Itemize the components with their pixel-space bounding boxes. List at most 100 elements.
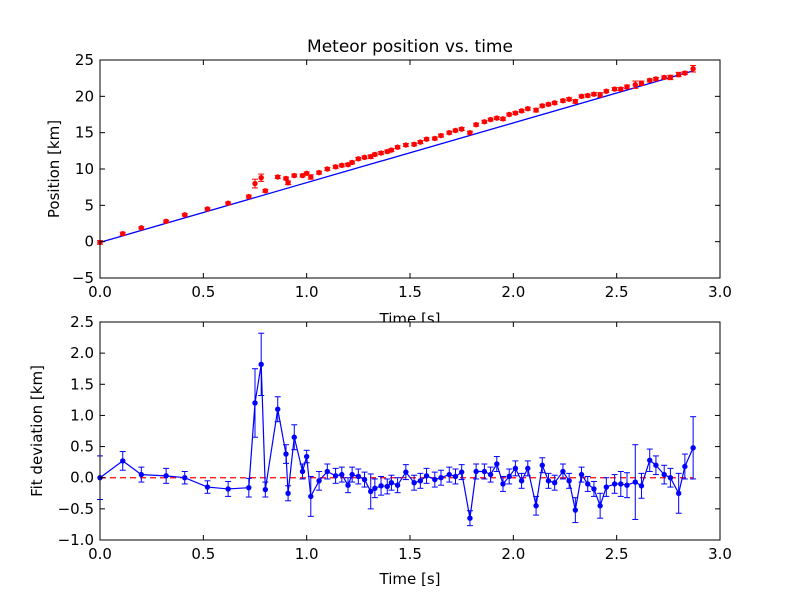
deviation-ticks: 0.0 0.5 1.0 1.5 2.0 2.5 3.0 −1.0 −0.5 0.0 0.5 1.0 1.…: [58, 313, 732, 563]
position-point: [324, 166, 331, 172]
deviation-point: [566, 478, 572, 484]
position-point: [539, 103, 545, 109]
position-point: [591, 91, 597, 97]
position-point: [675, 71, 682, 78]
deviation-point: [481, 468, 488, 475]
position-point: [423, 136, 430, 142]
position-point: [394, 144, 401, 150]
deviation-point: [438, 475, 444, 481]
position-y-tick-label: 25: [75, 51, 94, 69]
deviation-point: [647, 457, 653, 463]
position-y-axis-label: Position [km]: [45, 120, 63, 218]
deviation-point: [303, 453, 310, 460]
position-x-tick-label: 1.5: [398, 283, 422, 301]
position-point: [138, 225, 145, 231]
position-x-tick-label: 0.5: [191, 283, 215, 301]
position-y-tick-label: 5: [84, 196, 94, 214]
position-point: [566, 96, 572, 102]
deviation-point: [384, 483, 390, 490]
position-x-tick-label: 1.0: [295, 283, 319, 301]
position-point: [345, 161, 351, 168]
deviation-point: [667, 475, 674, 481]
deviation-point: [458, 469, 465, 475]
deviation-x-tick-label: 1.5: [398, 545, 422, 563]
position-plot-area: [100, 60, 720, 278]
position-point: [512, 110, 519, 116]
deviation-x-tick-label: 1.0: [295, 545, 319, 563]
deviation-point: [138, 471, 145, 478]
deviation-point: [275, 406, 281, 412]
deviation-point: [361, 476, 368, 483]
position-point: [372, 151, 378, 158]
deviation-point: [452, 473, 459, 480]
position-point: [403, 142, 409, 148]
deviation-x-tick-label: 3.0: [708, 545, 732, 563]
deviation-x-tick-label: 0.0: [88, 545, 112, 563]
deviation-point: [324, 468, 331, 475]
position-y-tick-label: 0: [84, 233, 94, 251]
deviation-point: [473, 468, 479, 475]
position-point: [682, 70, 688, 76]
deviation-point: [283, 451, 289, 457]
deviation-y-tick-label: 0.0: [70, 469, 94, 487]
deviation-point: [603, 484, 610, 490]
deviation-point: [611, 481, 618, 487]
deviation-point: [624, 482, 630, 488]
deviation-point: [388, 479, 395, 486]
position-point: [308, 174, 314, 180]
deviation-point: [204, 484, 211, 490]
deviation-subplot: 0.0 0.5 1.0 1.5 2.0 2.5 3.0 −1.0 −0.5 0.0 0.5 1.0 1.…: [28, 313, 732, 588]
deviation-point: [585, 481, 591, 487]
position-point: [262, 188, 269, 194]
position-point: [647, 77, 653, 84]
deviation-point: [661, 471, 667, 478]
position-point: [560, 97, 566, 104]
deviation-point: [246, 484, 252, 491]
position-x-tick-label: 3.0: [708, 283, 732, 301]
position-point: [494, 115, 500, 121]
deviation-point: [446, 471, 452, 478]
deviation-y-tick-label: 1.0: [70, 406, 94, 424]
position-point: [285, 180, 291, 186]
position-point: [258, 175, 264, 181]
deviation-point: [512, 465, 519, 472]
deviation-point: [355, 473, 362, 480]
position-ticks: 0.0 0.5 1.0 1.5 2.0 2.5 3.0 −5 0 5 10 15 20 25: [72, 51, 732, 301]
position-point: [690, 66, 696, 72]
position-point: [283, 175, 289, 182]
deviation-point: [394, 482, 401, 488]
deviation-point: [345, 482, 351, 488]
position-point: [291, 172, 297, 179]
position-point: [661, 74, 667, 81]
fit-line: [99, 70, 694, 244]
deviation-y-tick-label: 2.0: [70, 344, 94, 362]
deviation-point: [372, 485, 378, 492]
position-point: [638, 80, 645, 86]
deviation-point: [285, 490, 291, 496]
position-point: [411, 141, 417, 147]
position-point: [667, 74, 674, 81]
deviation-point: [525, 465, 531, 472]
position-point: [368, 153, 374, 160]
position-point: [518, 108, 525, 114]
deviation-point: [252, 400, 258, 406]
position-point: [487, 116, 494, 123]
deviation-point: [291, 434, 297, 440]
deviation-point: [572, 507, 579, 513]
position-data-layer: [97, 64, 697, 246]
deviation-data-layer: [97, 332, 697, 527]
deviation-point: [539, 462, 545, 468]
position-point: [446, 129, 452, 136]
deviation-point: [632, 479, 638, 485]
position-point: [481, 119, 488, 125]
position-point: [473, 121, 479, 128]
position-point: [533, 107, 539, 113]
deviation-x-axis-label: Time [s]: [379, 570, 441, 588]
position-point: [545, 101, 552, 108]
position-point: [578, 93, 585, 100]
position-point: [452, 127, 459, 134]
deviation-point: [182, 475, 188, 481]
position-y-tick-label: −5: [72, 269, 94, 287]
deviation-x-tick-label: 2.0: [501, 545, 525, 563]
